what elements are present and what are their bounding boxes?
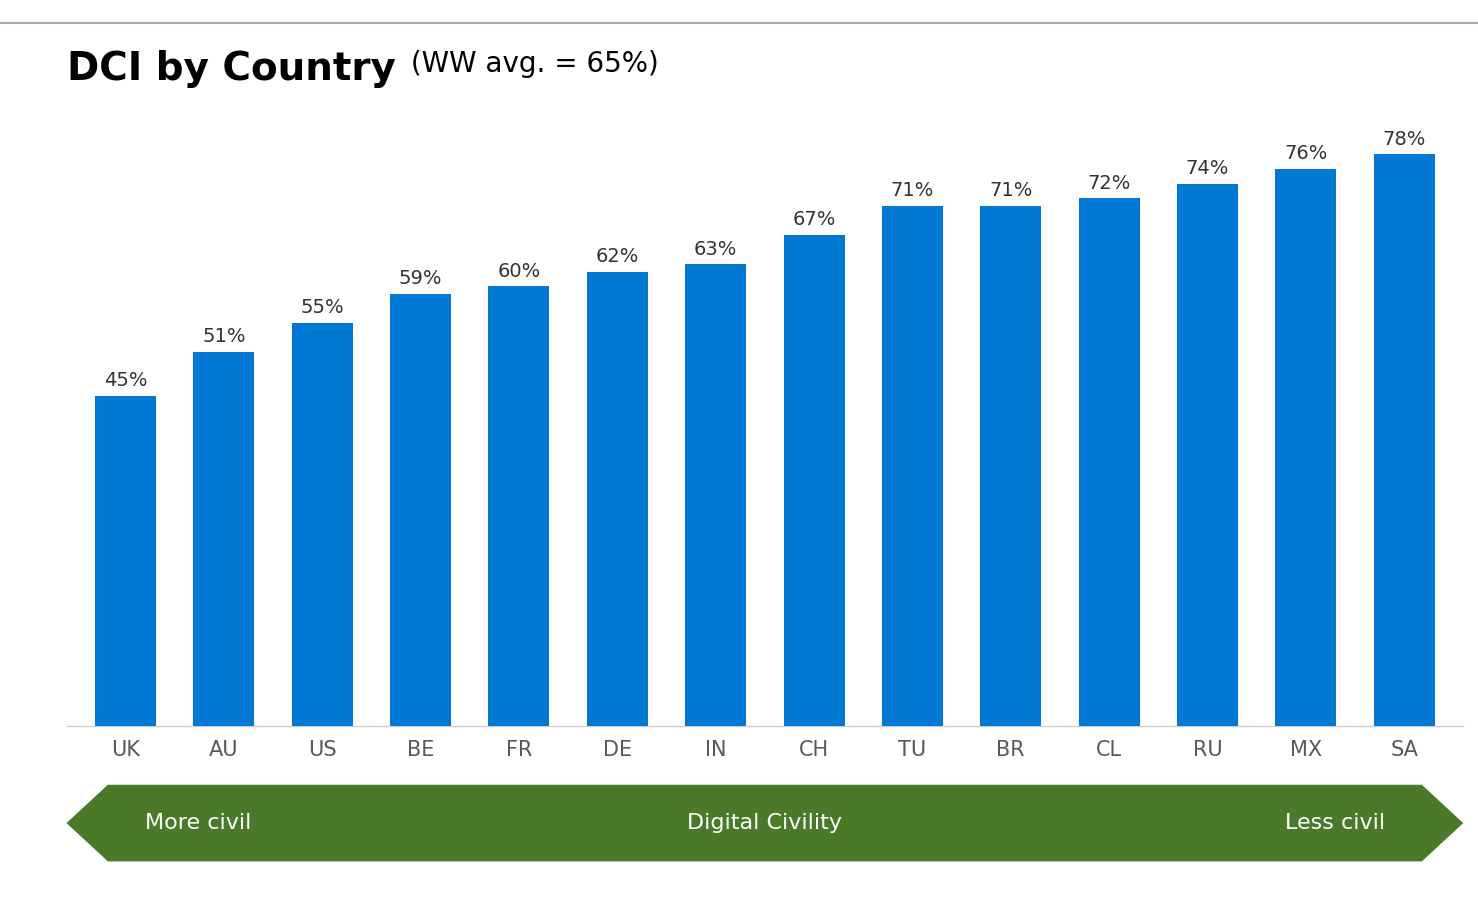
Bar bbox=[882, 206, 943, 726]
Bar bbox=[390, 294, 451, 726]
Text: (WW avg. = 65%): (WW avg. = 65%) bbox=[402, 50, 659, 78]
Text: Digital Civility: Digital Civility bbox=[687, 813, 842, 833]
Text: 62%: 62% bbox=[596, 247, 638, 266]
Bar bbox=[291, 323, 353, 726]
Text: DCI by Country: DCI by Country bbox=[67, 50, 396, 87]
Text: 60%: 60% bbox=[497, 262, 541, 281]
Bar bbox=[783, 235, 844, 726]
Text: 71%: 71% bbox=[989, 181, 1033, 200]
Text: 71%: 71% bbox=[891, 181, 934, 200]
Text: 51%: 51% bbox=[202, 327, 245, 346]
Bar bbox=[980, 206, 1042, 726]
Bar bbox=[587, 272, 647, 726]
Text: 63%: 63% bbox=[695, 240, 738, 259]
Text: More civil: More civil bbox=[145, 813, 251, 833]
Text: Less civil: Less civil bbox=[1284, 813, 1385, 833]
Bar bbox=[686, 264, 746, 726]
Text: 72%: 72% bbox=[1088, 173, 1131, 193]
Bar bbox=[1373, 154, 1435, 726]
Text: 67%: 67% bbox=[792, 210, 835, 229]
Text: 74%: 74% bbox=[1185, 159, 1230, 178]
Bar bbox=[95, 396, 157, 726]
Bar bbox=[1176, 184, 1239, 726]
Bar bbox=[194, 353, 254, 726]
Polygon shape bbox=[67, 785, 1463, 861]
Text: 59%: 59% bbox=[399, 269, 442, 288]
Text: 78%: 78% bbox=[1382, 130, 1426, 149]
Bar bbox=[1079, 198, 1140, 726]
Text: 55%: 55% bbox=[300, 299, 344, 318]
Bar bbox=[488, 287, 550, 726]
Bar bbox=[1276, 170, 1336, 726]
Text: 45%: 45% bbox=[103, 372, 148, 391]
Text: 76%: 76% bbox=[1284, 144, 1327, 163]
